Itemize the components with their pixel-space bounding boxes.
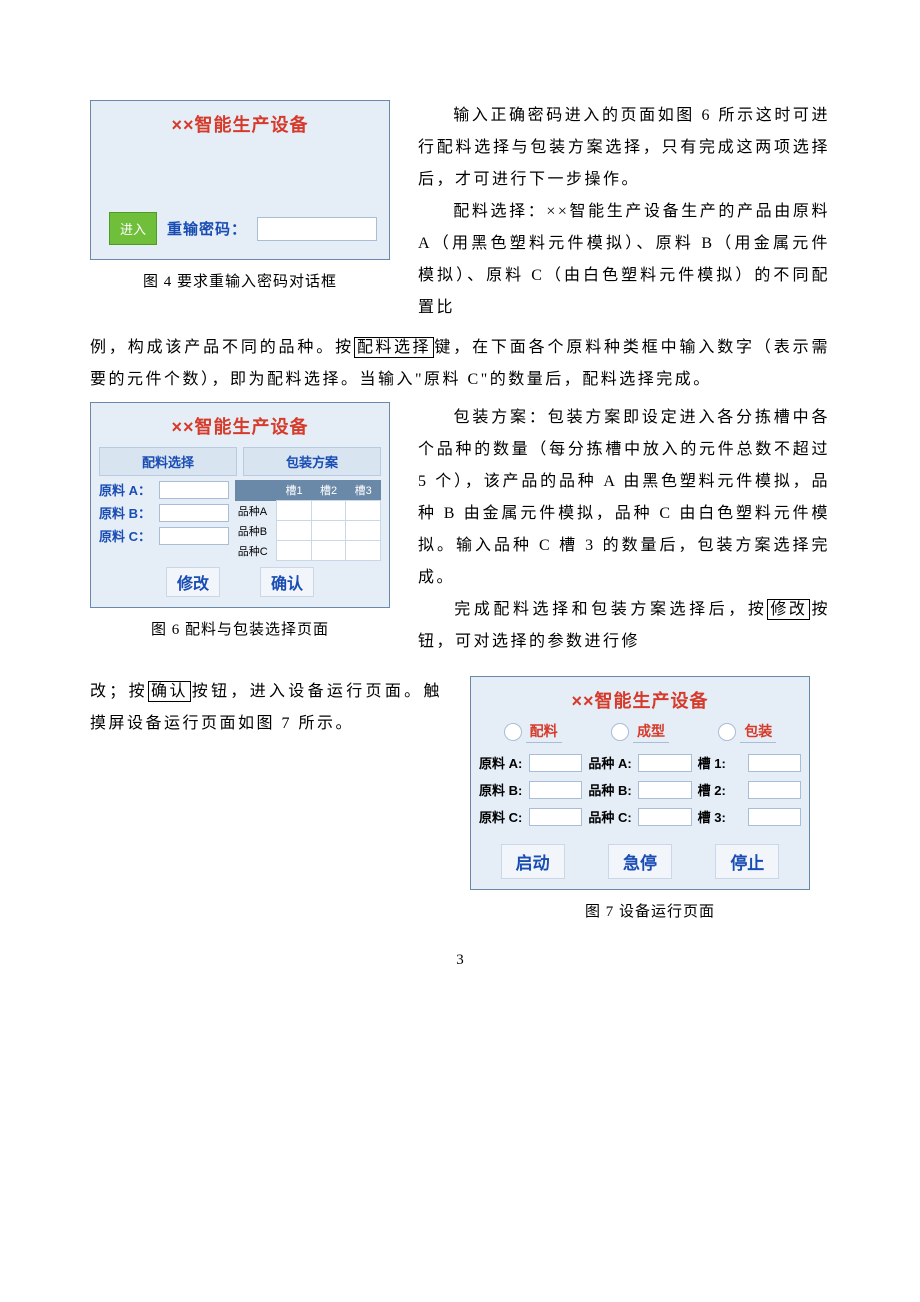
stop-button[interactable]: 停止 (715, 844, 779, 879)
confirm-button[interactable]: 确认 (260, 567, 314, 597)
h0 (235, 480, 277, 501)
vb: 品种B (235, 521, 277, 541)
lamp-icon (504, 723, 522, 741)
h1: 槽1 (277, 480, 312, 501)
g3c: 槽 3: (698, 807, 748, 826)
gcol1: 原料 A: 原料 B: 原料 C: (479, 753, 582, 834)
fig6-left: 原料 A： 原料 B： 原料 C： (99, 480, 229, 561)
in-1c[interactable] (529, 808, 582, 826)
figure-4-panel: ××智能生产设备 进入 重输密码： (90, 100, 390, 260)
raw-a-input[interactable] (159, 481, 229, 499)
h3: 槽3 (346, 480, 381, 501)
ind-baozhuang: 包装 (718, 721, 776, 743)
text-block-1: 输入正确密码进入的页面如图 6 所示这时可进行配料选择与包装方案选择，只有完成这… (418, 100, 830, 324)
fig4-title: ××智能生产设备 (99, 111, 381, 137)
row-fig4: ××智能生产设备 进入 重输密码： 图 4 要求重输入密码对话框 输入正确密码进… (90, 100, 830, 324)
page-number: 3 (456, 952, 464, 969)
g3a: 槽 1: (698, 753, 748, 772)
text-block-2: 包装方案：包装方案即设定进入各分拣槽中各个品种的数量（每分拣槽中放入的元件总数不… (418, 402, 830, 658)
in-1a[interactable] (529, 754, 582, 772)
g1a: 原料 A: (479, 753, 529, 772)
ind-peiliao: 配料 (504, 721, 562, 743)
fig7-caption: 图 7 设备运行页面 (470, 900, 830, 921)
boxed-modify: 修改 (767, 599, 810, 620)
b1[interactable] (277, 521, 312, 541)
in-1b[interactable] (529, 781, 582, 799)
start-button[interactable]: 启动 (501, 844, 565, 879)
fig7-btnrow: 启动 急停 停止 (479, 844, 801, 879)
para-2b: 例，构成该产品不同的品种。按配料选择键，在下面各个原料种类框中输入数字（表示需要… (90, 332, 830, 396)
tab-ingredient[interactable]: 配料选择 (99, 447, 237, 476)
raw-c-label: 原料 C： (99, 526, 159, 545)
g2a: 品种 A: (588, 753, 638, 772)
b2[interactable] (311, 521, 346, 541)
c3[interactable] (346, 541, 381, 561)
g2b: 品种 B: (588, 780, 638, 799)
para-4: 完成配料选择和包装方案选择后，按修改按钮，可对选择的参数进行修 (418, 594, 830, 658)
a1[interactable] (277, 501, 312, 521)
g1b: 原料 B: (479, 780, 529, 799)
text-block-3: 改；按确认按钮，进入设备运行页面。触摸屏设备运行页面如图 7 所示。 (90, 676, 442, 931)
figure-7-col: ××智能生产设备 配料 成型 包装 原料 A: 原料 B: 原料 C: 品种 A… (470, 676, 830, 931)
in-3a[interactable] (748, 754, 801, 772)
figure-4-col: ××智能生产设备 进入 重输密码： 图 4 要求重输入密码对话框 (90, 100, 390, 324)
g2c: 品种 C: (588, 807, 638, 826)
lamp-icon (718, 723, 736, 741)
indicator-row: 配料 成型 包装 (479, 721, 801, 743)
in-3c[interactable] (748, 808, 801, 826)
g3b: 槽 2: (698, 780, 748, 799)
in-2a[interactable] (638, 754, 691, 772)
retype-label: 重输密码： (167, 218, 247, 239)
para-1: 输入正确密码进入的页面如图 6 所示这时可进行配料选择与包装方案选择，只有完成这… (418, 100, 830, 196)
c2[interactable] (311, 541, 346, 561)
in-3b[interactable] (748, 781, 801, 799)
para-3: 包装方案：包装方案即设定进入各分拣槽中各个品种的数量（每分拣槽中放入的元件总数不… (418, 402, 830, 594)
row-fig7: 改；按确认按钮，进入设备运行页面。触摸屏设备运行页面如图 7 所示。 ××智能生… (90, 676, 830, 931)
figure-6-col: ××智能生产设备 配料选择 包装方案 原料 A： 原料 B： 原料 C： 槽1 (90, 402, 390, 658)
fig7-grid: 原料 A: 原料 B: 原料 C: 品种 A: 品种 B: 品种 C: 槽 1:… (479, 753, 801, 834)
a2[interactable] (311, 501, 346, 521)
enter-button[interactable]: 进入 (109, 212, 157, 245)
fig6-btnrow: 修改 确认 (99, 567, 381, 597)
b3[interactable] (346, 521, 381, 541)
lamp-icon (611, 723, 629, 741)
fig6-tabs: 配料选择 包装方案 (99, 447, 381, 476)
para-2a: 配料选择：××智能生产设备生产的产品由原料 A（用黑色塑料元件模拟）、原料 B（… (418, 196, 830, 324)
in-2b[interactable] (638, 781, 691, 799)
raw-b-input[interactable] (159, 504, 229, 522)
raw-a-label: 原料 A： (99, 480, 159, 499)
row-fig6: ××智能生产设备 配料选择 包装方案 原料 A： 原料 B： 原料 C： 槽1 (90, 402, 830, 658)
tab-package[interactable]: 包装方案 (243, 447, 381, 476)
boxed-confirm: 确认 (148, 681, 191, 702)
fig7-title: ××智能生产设备 (479, 687, 801, 713)
va: 品种A (235, 501, 277, 521)
in-2c[interactable] (638, 808, 691, 826)
fig4-caption: 图 4 要求重输入密码对话框 (90, 270, 390, 291)
vc: 品种C (235, 541, 277, 561)
estop-button[interactable]: 急停 (608, 844, 672, 879)
gcol3: 槽 1: 槽 2: 槽 3: (698, 753, 801, 834)
boxed-peiliao: 配料选择 (354, 337, 434, 358)
raw-b-label: 原料 B： (99, 503, 159, 522)
a3[interactable] (346, 501, 381, 521)
password-input[interactable] (257, 217, 377, 241)
c1[interactable] (277, 541, 312, 561)
fig6-body: 原料 A： 原料 B： 原料 C： 槽1 槽2 槽3 品种A 品种B (99, 480, 381, 561)
fig6-title: ××智能生产设备 (99, 413, 381, 439)
figure-6-panel: ××智能生产设备 配料选择 包装方案 原料 A： 原料 B： 原料 C： 槽1 (90, 402, 390, 608)
fig4-input-row: 进入 重输密码： (109, 212, 377, 245)
h2: 槽2 (311, 480, 346, 501)
figure-7-panel: ××智能生产设备 配料 成型 包装 原料 A: 原料 B: 原料 C: 品种 A… (470, 676, 810, 890)
fig6-right: 槽1 槽2 槽3 品种A 品种B 品种C (235, 480, 381, 561)
ind-chengxing: 成型 (611, 721, 669, 743)
package-table: 槽1 槽2 槽3 品种A 品种B 品种C (235, 480, 381, 561)
para-5: 改；按确认按钮，进入设备运行页面。触摸屏设备运行页面如图 7 所示。 (90, 676, 442, 740)
gcol2: 品种 A: 品种 B: 品种 C: (588, 753, 691, 834)
raw-c-input[interactable] (159, 527, 229, 545)
g1c: 原料 C: (479, 807, 529, 826)
fig6-caption: 图 6 配料与包装选择页面 (90, 618, 390, 639)
modify-button[interactable]: 修改 (166, 567, 220, 597)
